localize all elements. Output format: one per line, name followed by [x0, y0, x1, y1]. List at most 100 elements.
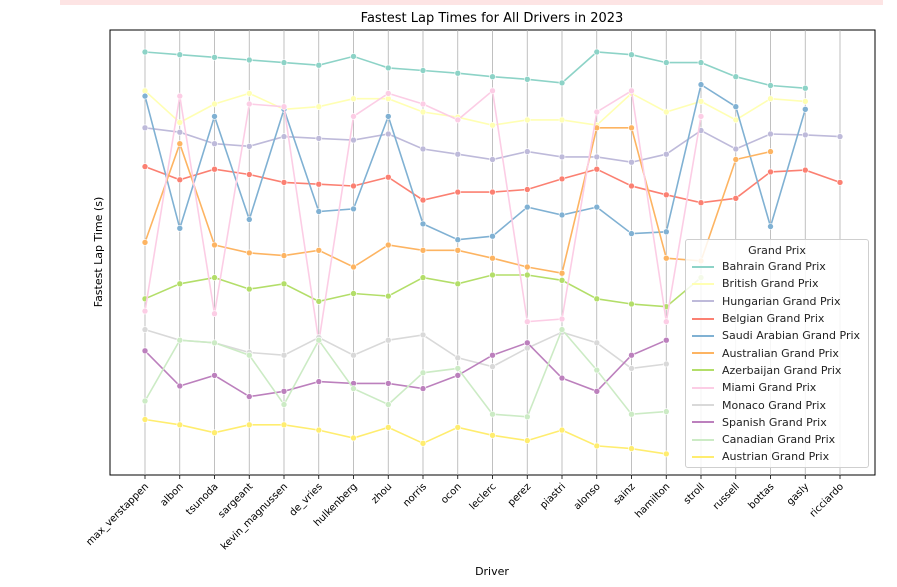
legend-entry: Azerbaijan Grand Prix: [686, 362, 868, 379]
data-point: [419, 385, 427, 392]
data-point: [697, 81, 705, 88]
data-point: [141, 92, 149, 100]
data-point: [801, 166, 809, 174]
data-point: [350, 263, 357, 271]
data-point: [384, 130, 392, 138]
data-point: [836, 179, 844, 186]
legend-entry: Saudi Arabian Grand Prix: [686, 327, 868, 344]
data-point: [454, 372, 462, 379]
data-point: [836, 133, 844, 140]
data-point: [246, 90, 253, 97]
data-point: [384, 64, 392, 72]
legend-label: Monaco Grand Prix: [722, 398, 826, 412]
data-point: [141, 163, 149, 170]
data-point: [419, 439, 427, 447]
data-point: [141, 307, 149, 315]
data-point: [350, 95, 357, 102]
data-point: [384, 424, 392, 431]
legend-swatch: [692, 265, 714, 268]
data-point: [489, 188, 496, 196]
series-10: [141, 326, 670, 421]
data-point: [280, 401, 288, 408]
legend-label: Saudi Arabian Grand Prix: [722, 329, 861, 343]
data-point: [350, 113, 357, 120]
data-point: [246, 171, 253, 178]
data-point: [211, 372, 218, 379]
data-point: [315, 103, 323, 110]
data-point: [523, 203, 531, 211]
data-point: [801, 106, 809, 113]
legend-label: Belgian Grand Prix: [722, 312, 825, 326]
legend-items: Bahrain Grand Prix British Grand Prix Hung…: [686, 258, 868, 466]
data-point: [141, 48, 149, 56]
data-point: [419, 220, 427, 228]
series-8: [141, 326, 670, 372]
x-tick-label-hamilton: hamilton: [633, 481, 672, 520]
data-point: [593, 295, 601, 303]
data-point: [662, 408, 670, 415]
legend-label: Azerbaijan Grand Prix: [722, 363, 842, 377]
legend-title: Grand Prix: [748, 244, 806, 257]
data-point: [489, 410, 496, 418]
legend-label: British Grand Prix: [722, 277, 819, 291]
data-point: [523, 339, 531, 347]
data-point: [315, 336, 323, 344]
data-point: [558, 116, 566, 124]
data-point: [419, 100, 427, 108]
legend-entry: British Grand Prix: [686, 275, 868, 292]
legend-label: Hungarian Grand Prix: [722, 294, 841, 308]
top-edge-strip: [60, 0, 883, 5]
x-tick-label-ricciardo: ricciardo: [808, 481, 846, 519]
data-point: [523, 186, 531, 193]
data-point: [523, 76, 531, 83]
legend-entry: Australian Grand Prix: [686, 344, 868, 361]
legend-swatch: [692, 352, 714, 355]
data-point: [246, 100, 253, 108]
data-point: [697, 113, 705, 120]
data-point: [801, 131, 809, 139]
data-point: [454, 247, 462, 254]
data-point: [211, 53, 218, 61]
data-point: [176, 280, 184, 288]
data-point: [454, 69, 462, 77]
data-point: [662, 254, 670, 262]
series-line: [144, 328, 667, 418]
legend-swatch: [692, 386, 714, 389]
data-point: [593, 387, 601, 395]
data-point: [454, 150, 462, 158]
data-point: [662, 318, 670, 326]
data-point: [350, 182, 357, 190]
data-point: [141, 347, 149, 355]
series-6: [141, 271, 705, 311]
data-point: [593, 153, 601, 161]
data-point: [628, 365, 635, 372]
data-point: [211, 165, 218, 173]
data-point: [558, 79, 566, 87]
series-line: [144, 328, 667, 370]
data-point: [523, 271, 531, 279]
legend-swatch: [692, 404, 714, 407]
data-point: [384, 113, 392, 120]
data-point: [628, 410, 635, 418]
data-point: [593, 339, 601, 347]
data-point: [280, 421, 288, 429]
series-5: [141, 124, 774, 277]
x-tick-label-leclerc: leclerc: [468, 481, 499, 512]
data-point: [315, 61, 323, 69]
series-11: [141, 416, 670, 458]
data-point: [246, 351, 253, 359]
data-point: [141, 326, 149, 333]
data-point: [141, 124, 149, 132]
data-point: [697, 199, 705, 206]
data-point: [211, 310, 218, 318]
x-tick-label-sainz: sainz: [612, 481, 638, 507]
data-point: [176, 225, 184, 232]
data-point: [176, 128, 184, 136]
data-point: [246, 285, 253, 293]
series-line: [144, 339, 667, 398]
x-tick-label-perez: perez: [506, 481, 533, 508]
data-point: [558, 276, 566, 284]
data-point: [211, 241, 218, 249]
data-point: [211, 429, 218, 437]
data-point: [246, 143, 253, 150]
